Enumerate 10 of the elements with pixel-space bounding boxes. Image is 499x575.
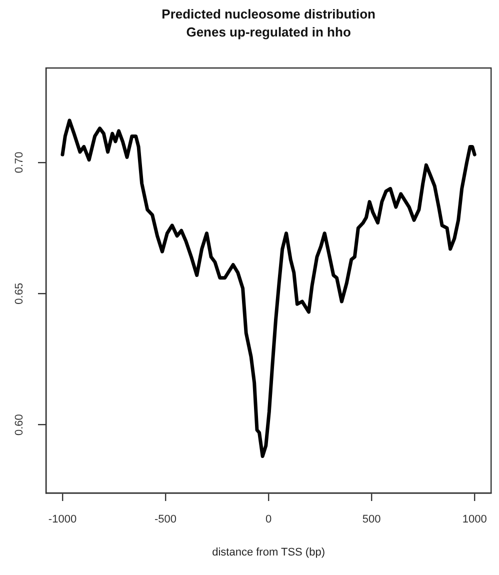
x-tick-label: 1000 [462,514,487,526]
x-tick-label: 500 [362,514,381,526]
x-axis-title: distance from TSS (bp) [212,546,326,558]
y-tick-label: 0.60 [13,414,26,436]
x-tick-label: 0 [265,514,272,526]
x-tick-label: -500 [154,514,177,526]
y-tick-label: 0.65 [13,282,26,304]
y-tick-label: 0.70 [13,152,26,174]
x-tick-label: -1000 [48,514,77,526]
chart-title: Predicted nucleosome distribution Genes up-regulated in hho [162,6,376,40]
